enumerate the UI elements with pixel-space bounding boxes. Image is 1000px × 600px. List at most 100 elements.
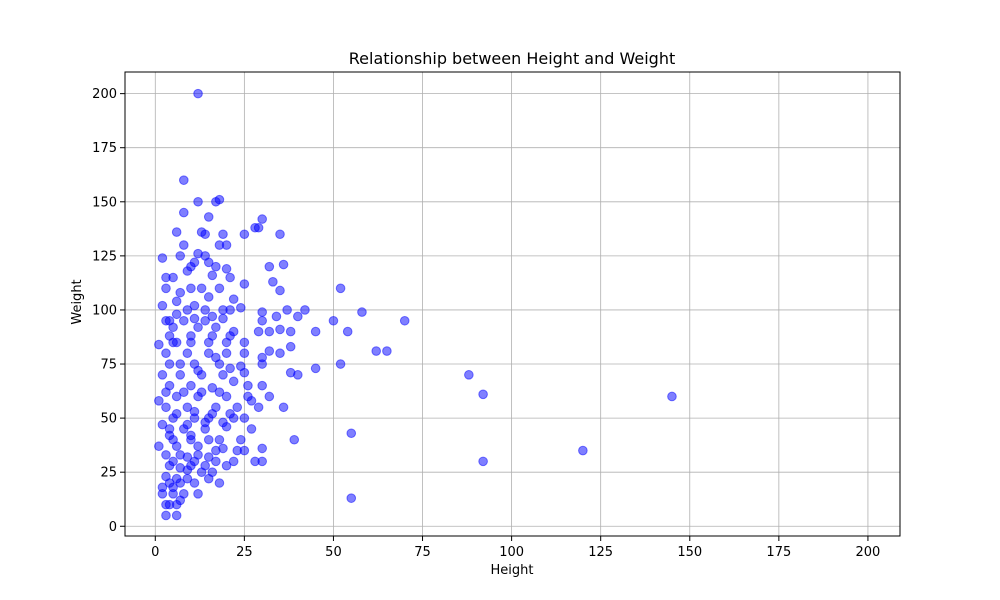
data-point [161, 387, 171, 397]
data-point [164, 315, 175, 326]
data-point [578, 445, 588, 456]
data-point [478, 389, 488, 400]
data-point [257, 456, 267, 467]
data-point [275, 229, 285, 240]
data-point [164, 499, 175, 510]
data-point [171, 473, 182, 484]
x-tick-label: 175 [766, 545, 791, 560]
data-point [278, 402, 289, 413]
data-point [275, 324, 285, 335]
data-point [203, 257, 214, 268]
data-point [157, 370, 168, 380]
data-point [196, 283, 207, 294]
data-point [289, 434, 300, 445]
data-point [667, 391, 677, 402]
data-point [200, 305, 210, 315]
data-point [207, 311, 218, 322]
y-tick-label: 50 [100, 412, 117, 427]
data-point [346, 428, 357, 439]
data-point [178, 175, 189, 185]
data-point [171, 391, 182, 402]
data-point [189, 313, 200, 324]
data-point [218, 313, 228, 324]
data-point [239, 348, 250, 359]
data-point [257, 443, 267, 454]
data-point [203, 473, 214, 484]
data-point [207, 270, 218, 281]
data-point [175, 359, 186, 369]
data-point [293, 370, 303, 380]
data-point [257, 359, 267, 369]
data-point [186, 337, 196, 348]
data-point [196, 387, 207, 397]
data-point [186, 434, 196, 445]
x-axis-label: Height [491, 563, 534, 578]
data-point [282, 305, 292, 315]
x-tick-label: 125 [588, 545, 613, 560]
data-point [175, 251, 186, 261]
data-point [164, 424, 175, 434]
data-point [335, 359, 346, 369]
y-tick-label: 0 [109, 520, 117, 535]
data-point [228, 456, 239, 467]
data-point [161, 283, 171, 294]
data-point [178, 207, 189, 218]
data-point [182, 266, 193, 276]
data-point [239, 337, 250, 348]
data-point [264, 261, 275, 272]
axis-ticks: 0 25 50 75 100 125 150 175 200 0 25 50 75 100 125 150 17… [92, 87, 880, 560]
data-point [200, 315, 210, 326]
data-point [275, 348, 285, 359]
chart-title: Relationship between Height and Weight [349, 49, 675, 68]
data-point [225, 305, 235, 315]
data-point [264, 391, 275, 402]
data-point [246, 424, 257, 434]
data-point [207, 408, 218, 419]
data-point [161, 402, 171, 413]
data-point [175, 287, 186, 298]
data-point [285, 326, 296, 337]
data-point [182, 419, 193, 430]
data-point [214, 434, 225, 445]
data-point [310, 326, 321, 337]
data-point [193, 196, 203, 207]
y-tick-label: 175 [92, 141, 117, 156]
y-tick-label: 150 [92, 195, 117, 210]
data-point [168, 482, 178, 493]
data-point [257, 307, 267, 317]
data-point [253, 402, 264, 413]
data-point [464, 370, 474, 380]
data-point [221, 460, 232, 471]
data-point [200, 229, 210, 240]
data-point [225, 363, 235, 374]
data-point [168, 337, 178, 348]
data-point [178, 315, 189, 326]
x-tick-label: 100 [499, 545, 524, 560]
data-point [236, 434, 246, 445]
x-tick-label: 25 [236, 545, 253, 560]
data-point [186, 380, 196, 391]
data-point [182, 305, 193, 315]
data-point [189, 478, 200, 488]
data-point [171, 227, 182, 237]
data-point [225, 408, 235, 419]
x-tick-label: 50 [325, 545, 342, 560]
y-tick-label: 200 [92, 87, 117, 102]
data-point [164, 460, 175, 471]
data-point [157, 253, 168, 263]
data-point [203, 348, 214, 359]
data-point [175, 370, 186, 380]
data-point [193, 441, 203, 452]
data-point [178, 387, 189, 397]
data-point [193, 88, 203, 99]
data-point [228, 294, 239, 304]
data-point [221, 391, 232, 402]
data-point [189, 300, 200, 311]
data-point [171, 510, 182, 521]
data-point [175, 495, 186, 506]
x-tick-label: 75 [414, 545, 431, 560]
data-point [164, 359, 175, 369]
data-point [182, 402, 193, 413]
data-point [310, 363, 321, 374]
data-point [275, 285, 285, 296]
